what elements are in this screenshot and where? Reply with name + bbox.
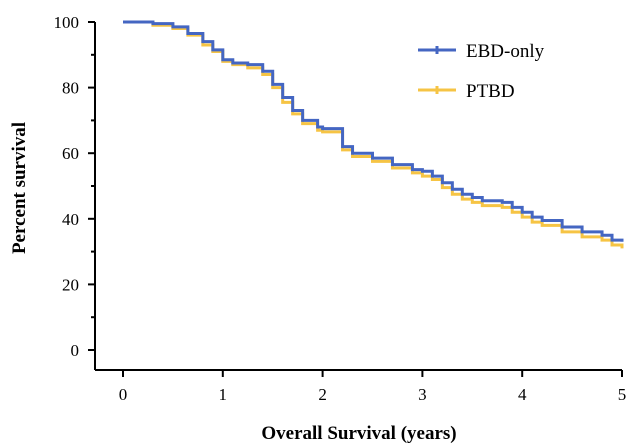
x-tick-label: 1 xyxy=(219,385,228,404)
y-tick-label: 40 xyxy=(62,210,79,229)
y-ticks: 0 20 40 60 80 100 xyxy=(54,13,95,360)
y-tick-label: 0 xyxy=(71,341,80,360)
x-tick-label: 4 xyxy=(518,385,527,404)
legend-label: EBD-only xyxy=(466,41,545,62)
y-axis-title: Percent survival xyxy=(9,122,30,254)
x-tick-label: 3 xyxy=(418,385,427,404)
y-tick-label: 100 xyxy=(54,13,80,32)
x-tick-label: 2 xyxy=(318,385,327,404)
series-layer xyxy=(123,20,624,249)
y-tick-label: 20 xyxy=(62,275,79,294)
legend: EBD-only PTBD xyxy=(418,41,545,102)
y-tick-label: 80 xyxy=(62,79,79,98)
axes xyxy=(94,22,622,371)
x-axis-title: Overall Survival (years) xyxy=(261,423,456,444)
x-tick-label: 0 xyxy=(119,385,128,404)
legend-label: PTBD xyxy=(466,81,515,102)
x-tick-label: 5 xyxy=(618,385,627,404)
series-line-ptbd xyxy=(123,20,624,249)
series-line-ebd-only xyxy=(123,20,624,242)
y-tick-label: 60 xyxy=(62,144,79,163)
x-ticks: 0 1 2 3 4 5 xyxy=(119,370,627,404)
